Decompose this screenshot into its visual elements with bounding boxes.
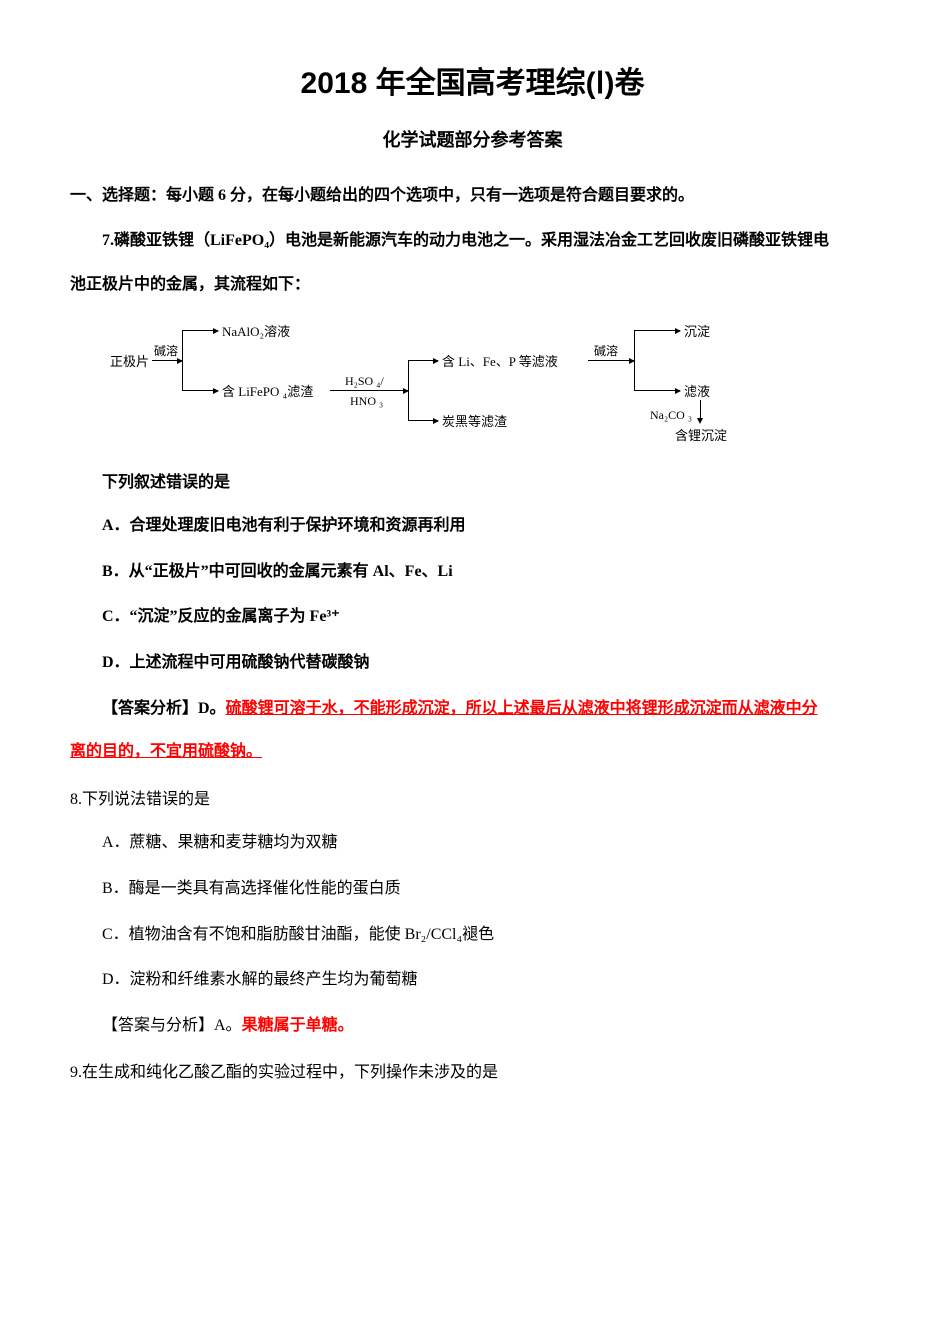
dia-vline-3 [634,330,635,390]
q8-answer: 【答案与分析】A。果糖属于单糖。 [70,1013,875,1039]
dia-arrow-right1 [634,330,680,331]
dia-final: 含锂沉淀 [675,426,727,447]
dia-arrow-branch1 [182,330,218,331]
dia-step1-label: 碱溶 [154,342,178,361]
dia-vline-2 [408,360,409,420]
question-8: 8.下列说法错误的是 A．蔗糖、果糖和麦芽糖均为双糖 B．酶是一类具有高选择催化… [70,787,875,1039]
dia-arrow-branch2 [182,390,218,391]
q7-diagram: 正极片 碱溶 NaAlO₂溶液 含 LiFePO ₄滤渣 H₂SO ₄/ HNO… [110,316,875,446]
dia-acid-bot: HNO ₃ [350,392,383,411]
dia-reagent: Na₂CO ₃ [650,406,692,425]
q8-answer-prefix: 【答案与分析】A。 [102,1017,242,1034]
section-header: 一、选择题：每小题 6 分，在每小题给出的四个选项中，只有一选项是符合题目要求的… [70,183,875,209]
q8-option-a: A．蔗糖、果糖和麦芽糖均为双糖 [70,830,875,856]
page-subtitle: 化学试题部分参考答案 [70,126,875,155]
q7-option-a: A．合理处理废旧电池有利于保护环境和资源再利用 [70,513,875,539]
dia-vline-1 [182,330,183,390]
q8-stem: 8.下列说法错误的是 [70,787,875,813]
q7-answer: 【答案分析】D。硫酸锂可溶于水，不能形成沉淀，所以上述最后从滤液中将锂形成沉淀而… [70,696,875,722]
page-title: 2018 年全国高考理综(Ⅰ)卷 [70,60,875,108]
q7-option-d: D．上述流程中可用硫酸钠代替碳酸钠 [70,650,875,676]
dia-arrow-midbot [408,420,438,421]
dia-mid-top: 含 Li、Fe、P 等滤液 [442,352,558,373]
q9-stem: 9.在生成和纯化乙酸乙酯的实验过程中，下列操作未涉及的是 [70,1060,875,1086]
dia-mid-bot: 炭黑等滤渣 [442,412,507,433]
q8-option-c: C．植物油含有不饱和脂肪酸甘油酯，能使 Br₂/CCl₄褪色 [70,922,875,948]
q7-mid-label: 下列叙述错误的是 [70,470,875,496]
dia-start: 正极片 [110,352,149,373]
dia-branch2: 含 LiFePO ₄滤渣 [222,382,313,403]
dia-arrow-down [697,418,703,424]
q8-answer-text: 果糖属于单糖。 [242,1017,354,1034]
q7-stem: 7.磷酸亚铁锂（LiFePO₄）电池是新能源汽车的动力电池之一。采用湿法冶金工艺… [70,228,875,254]
q7-option-b: B．从“正极片”中可回收的金属元素有 Al、Fe、Li [70,559,875,585]
dia-right2: 滤液 [684,382,710,403]
q7-answer-cont: 离的目的，不宜用硫酸钠。 [70,739,875,765]
question-9: 9.在生成和纯化乙酸乙酯的实验过程中，下列操作未涉及的是 [70,1060,875,1086]
dia-right1: 沉淀 [684,322,710,343]
dia-arrow-midtop [408,360,438,361]
q7-stem-cont: 池正极片中的金属，其流程如下： [70,272,875,298]
dia-arrow-right2 [634,390,680,391]
q7-answer-prefix: 【答案分析】D。 [102,700,226,717]
dia-acid-top: H₂SO ₄/ [345,372,384,391]
question-7: 7.磷酸亚铁锂（LiFePO₄）电池是新能源汽车的动力电池之一。采用湿法冶金工艺… [70,228,875,764]
q7-option-c: C．“沉淀”反应的金属离子为 Fe³⁺ [70,604,875,630]
dia-step2-label: 碱溶 [594,342,618,361]
dia-branch1: NaAlO₂溶液 [222,322,290,343]
q8-option-d: D．淀粉和纤维素水解的最终产生均为葡萄糖 [70,967,875,993]
q7-answer-text: 硫酸锂可溶于水，不能形成沉淀，所以上述最后从滤液中将锂形成沉淀而从滤液中分 [226,700,818,717]
q8-option-b: B．酶是一类具有高选择催化性能的蛋白质 [70,876,875,902]
